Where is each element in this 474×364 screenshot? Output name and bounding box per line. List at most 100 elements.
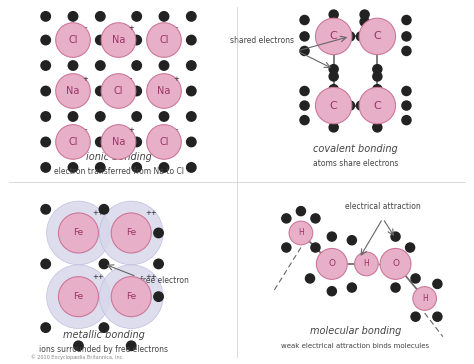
Circle shape xyxy=(391,283,400,292)
Circle shape xyxy=(41,86,50,96)
Circle shape xyxy=(187,163,196,172)
Circle shape xyxy=(101,74,136,108)
Circle shape xyxy=(327,287,337,296)
Circle shape xyxy=(316,87,352,124)
Circle shape xyxy=(359,18,395,55)
Circle shape xyxy=(96,12,105,21)
Circle shape xyxy=(41,323,50,332)
Text: -: - xyxy=(175,127,178,132)
Circle shape xyxy=(147,124,181,159)
Circle shape xyxy=(413,287,437,310)
Text: covalent bonding: covalent bonding xyxy=(313,144,398,154)
Circle shape xyxy=(311,243,320,252)
Circle shape xyxy=(100,201,163,265)
Circle shape xyxy=(296,206,305,215)
Text: -: - xyxy=(84,25,87,31)
Circle shape xyxy=(187,35,196,45)
Circle shape xyxy=(46,201,110,265)
Text: H: H xyxy=(422,294,428,303)
Circle shape xyxy=(101,23,136,57)
Text: Na: Na xyxy=(112,137,125,147)
Circle shape xyxy=(402,101,411,110)
Text: metallic bonding: metallic bonding xyxy=(63,330,145,340)
Circle shape xyxy=(41,163,50,172)
Circle shape xyxy=(355,252,378,276)
Circle shape xyxy=(373,84,382,94)
Circle shape xyxy=(329,64,338,74)
Circle shape xyxy=(356,101,365,110)
Circle shape xyxy=(329,84,338,94)
Text: ionic bonding: ionic bonding xyxy=(86,151,151,162)
Circle shape xyxy=(132,163,141,172)
Circle shape xyxy=(187,86,196,96)
Circle shape xyxy=(147,74,181,108)
Text: shared electrons: shared electrons xyxy=(229,36,293,44)
Circle shape xyxy=(327,232,337,241)
Circle shape xyxy=(159,12,169,21)
Circle shape xyxy=(380,248,411,280)
Circle shape xyxy=(356,32,365,41)
Circle shape xyxy=(300,115,309,124)
Text: Cl: Cl xyxy=(68,35,78,45)
Circle shape xyxy=(359,87,395,124)
Circle shape xyxy=(96,61,105,70)
Circle shape xyxy=(187,137,196,147)
Circle shape xyxy=(373,72,382,81)
Circle shape xyxy=(96,86,105,96)
Circle shape xyxy=(300,15,309,24)
Circle shape xyxy=(316,248,347,280)
Circle shape xyxy=(402,15,411,24)
Circle shape xyxy=(68,61,78,70)
Circle shape xyxy=(96,137,105,147)
Circle shape xyxy=(41,259,50,269)
Circle shape xyxy=(316,18,352,55)
Text: ++: ++ xyxy=(146,274,157,280)
Text: © 2010 Encyclopædia Britannica, Inc.: © 2010 Encyclopædia Britannica, Inc. xyxy=(31,355,124,360)
Circle shape xyxy=(329,10,338,19)
Circle shape xyxy=(305,274,315,283)
Text: Na: Na xyxy=(112,35,125,45)
Text: C: C xyxy=(374,31,381,41)
Circle shape xyxy=(41,205,50,214)
Circle shape xyxy=(41,61,50,70)
Circle shape xyxy=(41,137,50,147)
Text: Fe: Fe xyxy=(73,229,83,237)
Circle shape xyxy=(406,243,415,252)
Circle shape xyxy=(159,61,169,70)
Text: ++: ++ xyxy=(92,210,104,216)
Circle shape xyxy=(46,265,110,328)
Text: Fe: Fe xyxy=(73,292,83,301)
Circle shape xyxy=(68,163,78,172)
Text: +: + xyxy=(82,76,88,82)
Circle shape xyxy=(68,12,78,21)
Circle shape xyxy=(58,213,99,253)
Text: Cl: Cl xyxy=(114,86,123,96)
Circle shape xyxy=(127,341,136,351)
Text: C: C xyxy=(330,31,337,41)
Circle shape xyxy=(132,112,141,121)
Circle shape xyxy=(111,277,151,317)
Circle shape xyxy=(99,259,109,269)
Text: electrical attraction: electrical attraction xyxy=(345,202,421,211)
Circle shape xyxy=(360,10,369,19)
Text: Na: Na xyxy=(157,86,171,96)
Circle shape xyxy=(41,112,50,121)
Circle shape xyxy=(132,61,141,70)
Circle shape xyxy=(99,323,109,332)
Circle shape xyxy=(41,12,50,21)
Circle shape xyxy=(289,221,313,245)
Circle shape xyxy=(187,12,196,21)
Text: H: H xyxy=(298,229,304,237)
Text: Cl: Cl xyxy=(68,137,78,147)
Circle shape xyxy=(300,32,309,41)
Circle shape xyxy=(159,163,169,172)
Circle shape xyxy=(154,292,163,301)
Circle shape xyxy=(56,23,90,57)
Circle shape xyxy=(159,112,169,121)
Text: ++: ++ xyxy=(92,274,104,280)
Circle shape xyxy=(300,46,309,56)
Circle shape xyxy=(433,280,442,288)
Circle shape xyxy=(346,101,355,110)
Circle shape xyxy=(329,72,338,81)
Circle shape xyxy=(154,259,163,269)
